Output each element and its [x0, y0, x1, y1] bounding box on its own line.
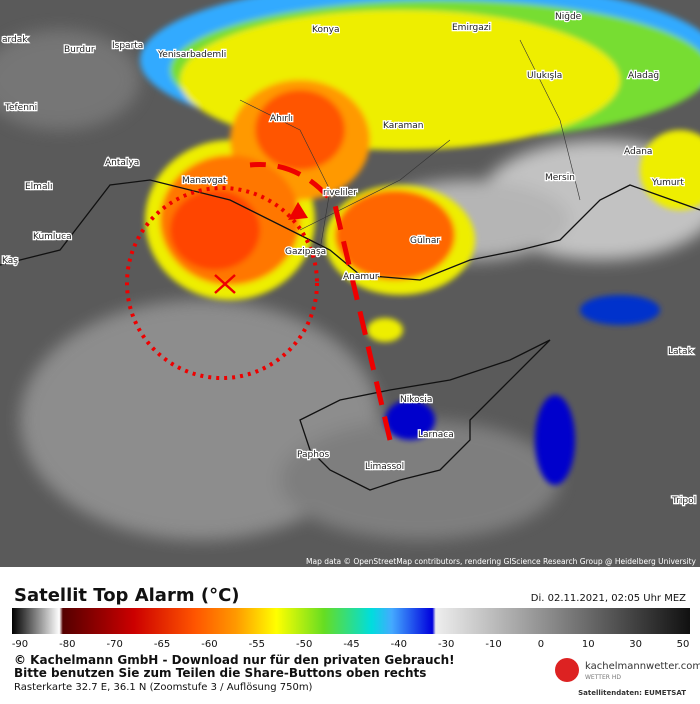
place-label: Yumurt — [651, 178, 684, 188]
legend-title: Satellit Top Alarm (°C) — [14, 585, 240, 606]
logo-sub: WETTER HD — [585, 674, 621, 681]
legend-tick-label: 10 — [582, 639, 595, 650]
place-label: Latak — [668, 347, 694, 357]
place-label: Manavgat — [182, 176, 227, 186]
legend-tick-label: 0 — [538, 639, 544, 650]
colorbar — [12, 608, 690, 634]
place-label: Burdur — [64, 45, 95, 55]
place-label: ardak — [2, 35, 28, 45]
place-label: Niğde — [555, 12, 582, 22]
legend-date: Di. 02.11.2021, 02:05 Uhr MEZ — [531, 593, 686, 604]
legend-tick-label: 30 — [629, 639, 642, 650]
place-label: Nikosia — [400, 395, 432, 405]
place-label: Antalya — [105, 158, 139, 168]
place-label: Karaman — [383, 121, 423, 131]
place-label: Yenisarbademli — [157, 50, 226, 60]
footer-line: Rasterkarte 32.7 E, 36.1 N (Zoomstufe 3 … — [14, 682, 313, 693]
place-label: Emirgazi — [452, 23, 491, 33]
place-label: Ulukışla — [527, 71, 562, 81]
satellite-map: ardak Burdur Isparta Yenisarbademli Konya Emi… — [0, 0, 700, 567]
place-label: Larnaca — [418, 430, 454, 440]
legend-tick-label: -80 — [59, 639, 75, 650]
legend-tick-label: -50 — [296, 639, 312, 650]
legend-tick-label: -30 — [438, 639, 454, 650]
footer-line: Bitte benutzen Sie zum Teilen die Share-… — [14, 666, 426, 680]
place-label: Elmalı — [25, 182, 52, 192]
legend-tick-label: -60 — [201, 639, 217, 650]
place-label: Tripol — [671, 496, 696, 506]
place-label: Isparta — [112, 41, 143, 51]
place-label: Gazipaşa — [285, 247, 326, 257]
source: Satellitendaten: EUMETSAT — [578, 689, 686, 697]
place-label: Adana — [624, 147, 652, 157]
place-label: Konya — [312, 25, 340, 35]
footer: © Kachelmann GmbH - Download nur für den… — [14, 653, 700, 697]
footer-line: © Kachelmann GmbH - Download nur für den… — [14, 653, 455, 667]
place-label: Tefenni — [4, 103, 37, 113]
place-label: Limassol — [365, 462, 404, 472]
legend-tick-label: -65 — [154, 639, 170, 650]
legend-tick-label: -10 — [485, 639, 501, 650]
legend: Satellit Top Alarm (°C) Di. 02.11.2021, … — [12, 585, 690, 650]
place-label: riveliler — [323, 188, 357, 198]
place-label: Paphos — [297, 450, 329, 460]
place-label: Aladağ — [628, 71, 659, 81]
attribution: Map data © OpenStreetMap contributors, r… — [306, 557, 697, 566]
logo-text: kachelmannwetter.com — [585, 661, 700, 672]
legend-tick-label: 50 — [677, 639, 690, 650]
legend-tick-label: -90 — [12, 639, 28, 650]
legend-tick-label: -55 — [249, 639, 265, 650]
place-label: Mersin — [545, 173, 575, 183]
legend-tick-label: -40 — [391, 639, 407, 650]
place-label: Kaş — [2, 256, 18, 266]
legend-tick-label: -45 — [343, 639, 359, 650]
legend-tick-label: -70 — [107, 639, 123, 650]
place-label: Ahırlı — [270, 114, 293, 124]
place-label: Gülnar — [410, 236, 440, 246]
place-label: Anamur — [343, 272, 379, 282]
logo-icon — [555, 658, 579, 682]
place-label: Kumluca — [33, 232, 72, 242]
